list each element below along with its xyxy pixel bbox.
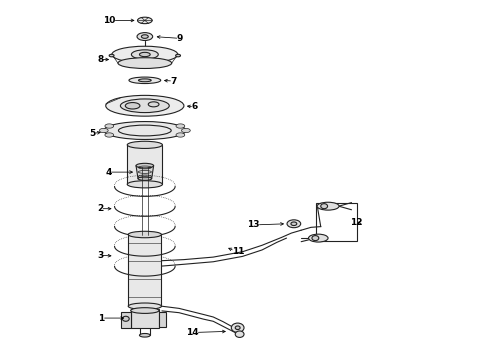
Ellipse shape	[105, 124, 114, 128]
Text: 13: 13	[247, 220, 260, 229]
Ellipse shape	[148, 102, 159, 107]
Polygon shape	[159, 312, 166, 327]
Bar	[127, 145, 162, 184]
Circle shape	[122, 316, 129, 321]
Ellipse shape	[136, 163, 154, 168]
Bar	[131, 310, 159, 328]
Ellipse shape	[118, 58, 172, 68]
Circle shape	[312, 235, 319, 240]
Text: 6: 6	[191, 102, 197, 111]
Polygon shape	[121, 312, 131, 328]
Ellipse shape	[317, 202, 339, 210]
Bar	[316, 203, 357, 241]
Ellipse shape	[131, 50, 158, 59]
Ellipse shape	[105, 133, 114, 137]
Text: 2: 2	[97, 204, 103, 213]
Text: 14: 14	[186, 328, 198, 337]
Ellipse shape	[129, 77, 161, 84]
Text: 10: 10	[103, 16, 116, 25]
Ellipse shape	[109, 54, 114, 57]
Text: 9: 9	[176, 34, 183, 43]
Ellipse shape	[175, 54, 180, 57]
Bar	[128, 234, 161, 306]
Ellipse shape	[140, 333, 150, 337]
Text: 12: 12	[350, 218, 362, 227]
Ellipse shape	[139, 79, 151, 82]
Text: 8: 8	[97, 55, 103, 64]
Text: 1: 1	[98, 314, 105, 323]
Text: 5: 5	[90, 129, 96, 138]
Ellipse shape	[121, 99, 169, 113]
Ellipse shape	[181, 129, 190, 133]
Ellipse shape	[125, 103, 140, 109]
Ellipse shape	[127, 141, 162, 148]
Polygon shape	[136, 166, 154, 179]
Ellipse shape	[176, 124, 185, 128]
Text: 4: 4	[105, 168, 112, 177]
Circle shape	[231, 323, 244, 332]
Ellipse shape	[309, 234, 328, 242]
Ellipse shape	[137, 33, 153, 41]
Ellipse shape	[128, 303, 161, 310]
Ellipse shape	[106, 95, 184, 116]
Ellipse shape	[138, 17, 152, 24]
Ellipse shape	[138, 177, 152, 180]
Ellipse shape	[140, 52, 150, 57]
Ellipse shape	[104, 122, 186, 139]
Ellipse shape	[127, 181, 162, 188]
Ellipse shape	[287, 220, 301, 228]
Ellipse shape	[99, 129, 108, 133]
Circle shape	[321, 204, 328, 209]
Circle shape	[235, 326, 240, 329]
Ellipse shape	[176, 133, 185, 137]
Ellipse shape	[131, 308, 159, 314]
Ellipse shape	[291, 222, 297, 226]
Circle shape	[235, 331, 244, 337]
Text: 3: 3	[97, 251, 103, 260]
Ellipse shape	[142, 35, 148, 39]
Text: 11: 11	[232, 247, 245, 256]
Ellipse shape	[128, 231, 161, 238]
Ellipse shape	[112, 46, 178, 63]
Text: 7: 7	[170, 77, 176, 86]
